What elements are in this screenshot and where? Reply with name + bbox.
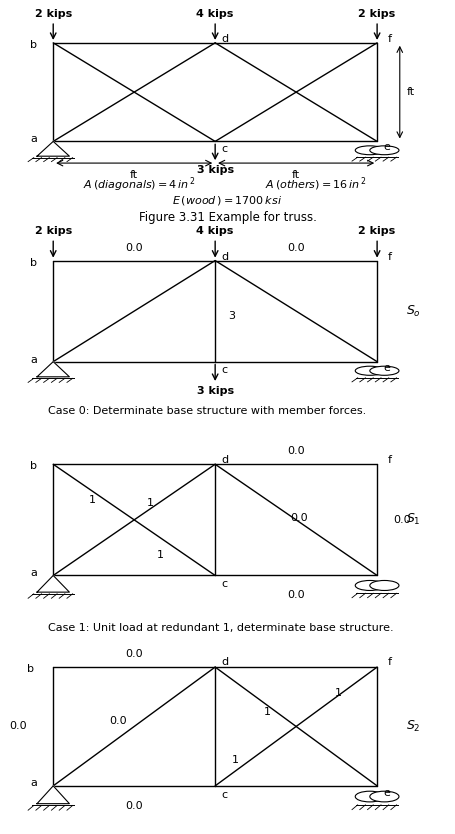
Text: a: a: [30, 134, 37, 144]
Text: $S_1$: $S_1$: [406, 512, 421, 527]
Text: d: d: [221, 657, 228, 667]
Text: c: c: [222, 364, 228, 374]
Text: 3 kips: 3 kips: [197, 386, 234, 396]
Circle shape: [355, 580, 384, 590]
Text: 1: 1: [89, 495, 96, 505]
Text: 4 kips: 4 kips: [197, 226, 234, 236]
Text: 1: 1: [157, 550, 164, 560]
Text: $E\,(wood\,)= 1700\,ksi$: $E\,(wood\,)= 1700\,ksi$: [172, 194, 283, 208]
Text: a: a: [30, 778, 37, 788]
Text: Case 1: Unit load at redundant 1, determinate base structure.: Case 1: Unit load at redundant 1, determ…: [48, 623, 394, 632]
Text: ft: ft: [130, 170, 138, 180]
Text: e: e: [384, 788, 390, 798]
Text: f: f: [388, 252, 392, 262]
Text: 0.0: 0.0: [393, 515, 411, 525]
Text: $A\,(others)= 16\,in^{\,2}$: $A\,(others)= 16\,in^{\,2}$: [265, 176, 366, 193]
Text: 1: 1: [263, 707, 270, 717]
Circle shape: [355, 791, 384, 802]
Text: 3: 3: [228, 311, 235, 321]
Text: d: d: [221, 252, 228, 262]
Text: 0.0: 0.0: [126, 801, 143, 811]
Text: 0.0: 0.0: [287, 244, 305, 254]
Text: c: c: [222, 580, 228, 590]
Text: 1: 1: [231, 755, 238, 765]
Text: $S_2$: $S_2$: [406, 719, 421, 734]
Text: e: e: [384, 363, 390, 373]
Text: d: d: [221, 34, 228, 44]
Text: 0.0: 0.0: [291, 513, 308, 523]
Circle shape: [355, 366, 384, 375]
Text: 0.0: 0.0: [10, 721, 27, 731]
Circle shape: [370, 580, 399, 590]
Polygon shape: [37, 142, 70, 156]
Text: 2 kips: 2 kips: [35, 9, 72, 19]
Polygon shape: [37, 786, 70, 804]
Text: ft: ft: [406, 87, 415, 97]
Text: d: d: [221, 455, 228, 465]
Text: b: b: [27, 665, 34, 675]
Text: 3 kips: 3 kips: [197, 165, 234, 175]
Text: c: c: [222, 791, 228, 801]
Text: b: b: [30, 40, 37, 50]
Text: 0.0: 0.0: [109, 716, 127, 726]
Text: 1: 1: [335, 688, 342, 698]
Text: ft: ft: [292, 170, 300, 180]
Polygon shape: [37, 575, 70, 592]
Polygon shape: [37, 362, 70, 377]
Text: f: f: [388, 34, 392, 44]
Text: f: f: [388, 455, 392, 465]
Text: c: c: [222, 144, 228, 154]
Text: e: e: [384, 143, 390, 153]
Text: 2 kips: 2 kips: [35, 226, 72, 236]
Circle shape: [355, 146, 384, 155]
Circle shape: [370, 366, 399, 375]
Text: Figure 3.31 Example for truss.: Figure 3.31 Example for truss.: [139, 210, 316, 224]
Text: 0.0: 0.0: [126, 649, 143, 659]
Text: 0.0: 0.0: [126, 244, 143, 254]
Text: $A\,(diagonals)= 4\,in^{\,2}$: $A\,(diagonals)= 4\,in^{\,2}$: [83, 175, 196, 193]
Text: 0.0: 0.0: [287, 590, 305, 600]
Text: 2 kips: 2 kips: [359, 9, 396, 19]
Text: b: b: [30, 461, 37, 471]
Text: b: b: [30, 258, 37, 268]
Text: 1: 1: [147, 498, 154, 508]
Text: Case 0: Determinate base structure with member forces.: Case 0: Determinate base structure with …: [48, 406, 366, 415]
Text: f: f: [388, 657, 392, 667]
Text: a: a: [30, 568, 37, 578]
Text: a: a: [30, 354, 37, 364]
Text: 4 kips: 4 kips: [197, 9, 234, 19]
Text: 0.0: 0.0: [287, 446, 305, 456]
Text: $S_o$: $S_o$: [406, 304, 421, 319]
Circle shape: [370, 146, 399, 155]
Text: 2 kips: 2 kips: [359, 226, 396, 236]
Circle shape: [370, 791, 399, 802]
